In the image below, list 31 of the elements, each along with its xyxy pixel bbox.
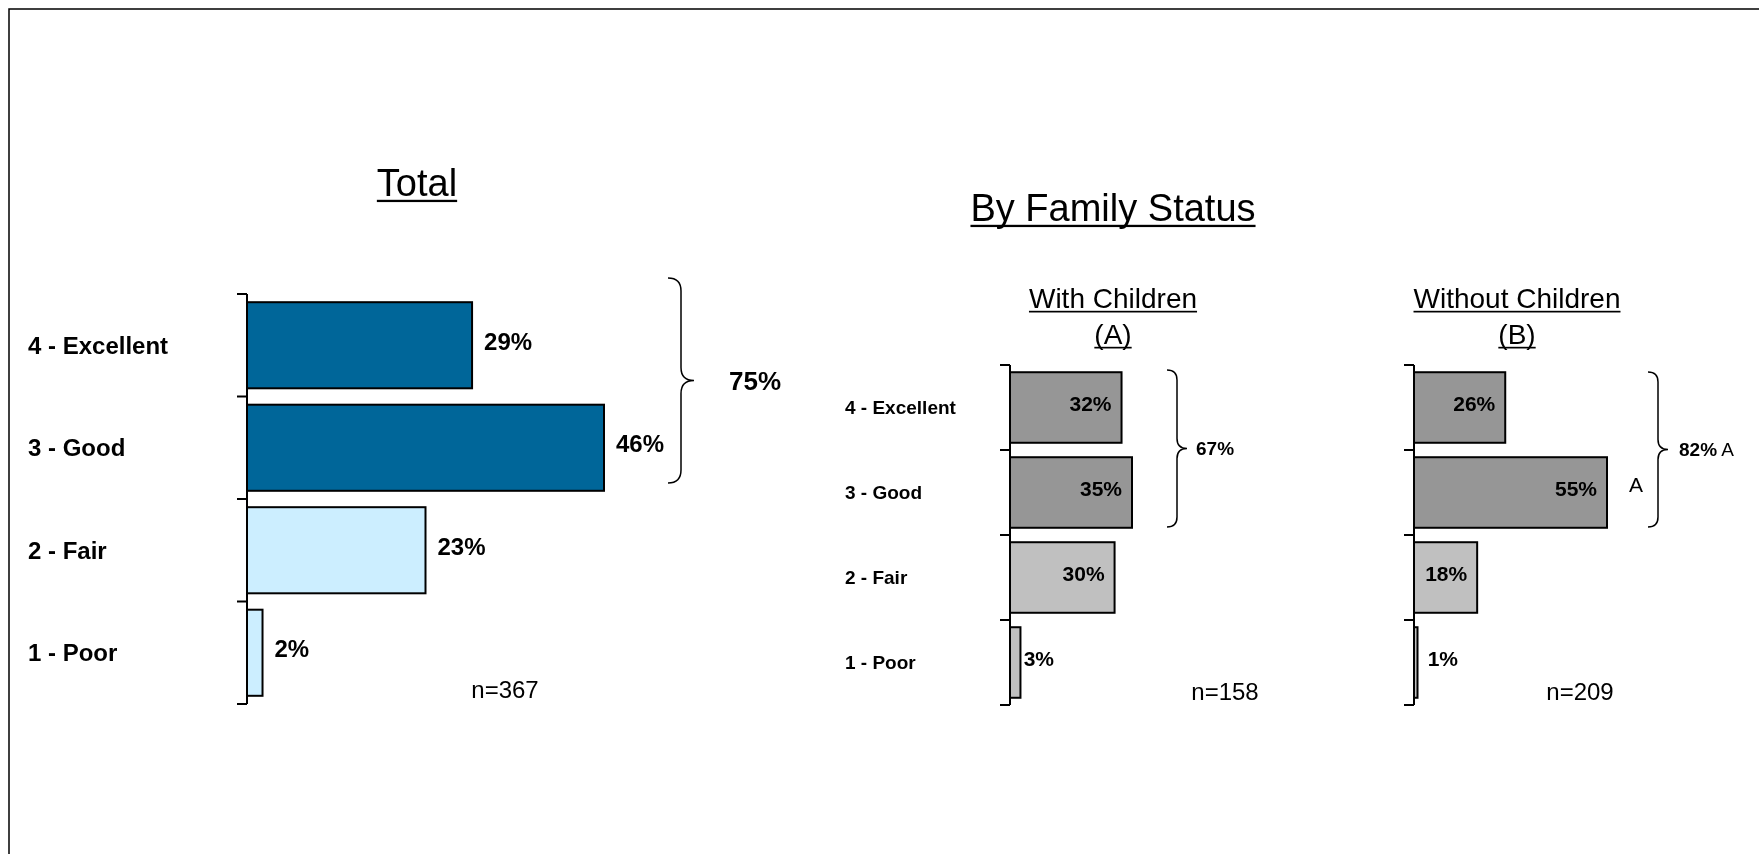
text: 82% A: [1679, 439, 1735, 461]
data-label: 30%: [1062, 561, 1105, 585]
data-label: 55%: [1554, 476, 1598, 500]
y-tick-label: 4 - Excellent: [845, 397, 957, 419]
y-tick-label: 1 - Poor: [28, 639, 118, 667]
annotation: n=367: [471, 676, 539, 703]
data-label: 2%: [274, 635, 310, 663]
data-label: 1%: [1427, 646, 1459, 670]
y-tick-label: 4 - Excellent: [28, 331, 169, 359]
text: 67%: [1196, 438, 1235, 460]
chart-title: By Family Status: [970, 187, 1256, 229]
y-tick-label: 2 - Fair: [28, 536, 107, 564]
y-tick-label: 2 - Fair: [845, 567, 908, 589]
data-label: 18%: [1425, 561, 1468, 585]
annotation: A: [1629, 472, 1644, 496]
chart-title: Total: [376, 162, 458, 204]
y-tick-label: 3 - Good: [845, 482, 923, 504]
data-label: 32%: [1069, 391, 1112, 415]
data-label: 46%: [616, 430, 665, 458]
data-label: 3%: [1023, 646, 1055, 670]
data-label: 29%: [484, 327, 533, 355]
annotation: n=209: [1546, 678, 1614, 705]
y-tick-label: 1 - Poor: [845, 652, 917, 674]
data-label: 35%: [1079, 476, 1123, 500]
text: n=158: [1191, 678, 1259, 705]
y-tick-label: 3 - Good: [28, 434, 126, 462]
data-label: 26%: [1453, 391, 1496, 415]
data-label: 23%: [437, 532, 486, 560]
text: 75%: [729, 365, 782, 396]
chart-subtitle: With Children (A): [1028, 283, 1198, 350]
chart-subtitle: Without Children (B): [1413, 283, 1621, 350]
